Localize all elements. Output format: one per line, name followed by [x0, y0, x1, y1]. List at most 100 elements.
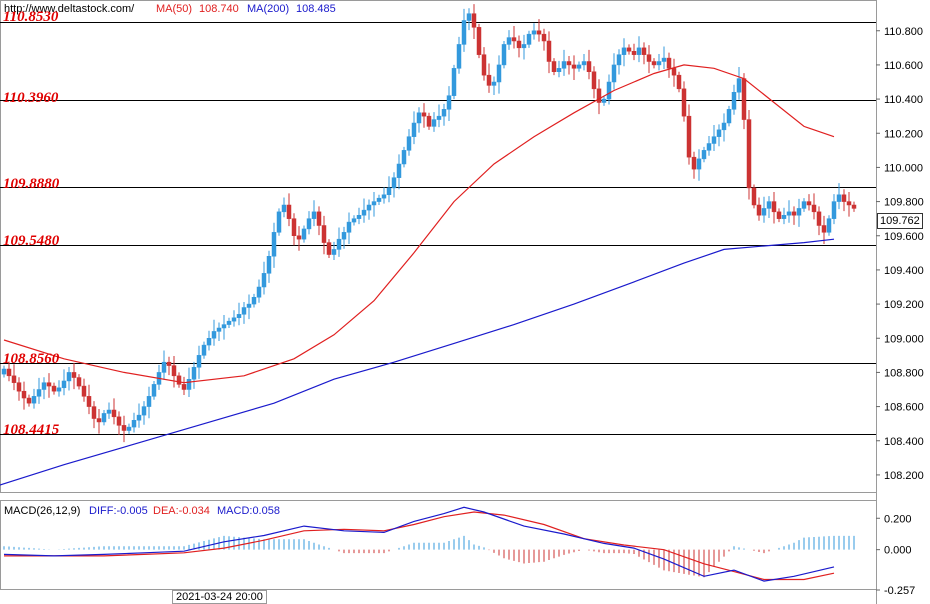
- candle: [571, 55, 577, 80]
- candle-body: [281, 204, 287, 213]
- site-url[interactable]: http://www.deltastock.com/: [4, 3, 135, 15]
- candle-body: [436, 115, 442, 120]
- candle: [66, 366, 72, 391]
- candle-body: [796, 208, 802, 216]
- candle: [791, 206, 797, 225]
- axis-tick-label: 110.600: [884, 60, 923, 72]
- candle-body: [471, 13, 477, 28]
- candle: [116, 411, 122, 435]
- candle-body: [201, 344, 207, 356]
- candle: [631, 43, 637, 61]
- candle-body: [476, 27, 482, 55]
- candle-body: [536, 30, 542, 35]
- candle-body: [421, 112, 427, 117]
- candle: [161, 350, 167, 380]
- candle-body: [651, 61, 657, 66]
- candle: [331, 241, 337, 261]
- axis-tick-label: 109.200: [884, 299, 924, 311]
- candle: [501, 41, 507, 69]
- candle-body: [106, 409, 112, 414]
- candle-body: [381, 194, 387, 199]
- candle: [716, 124, 722, 147]
- candle: [451, 64, 457, 100]
- candle: [836, 183, 842, 210]
- candle-body: [96, 418, 102, 423]
- candle: [781, 207, 787, 225]
- ma200-line: [0, 238, 835, 486]
- macd-title: MACD(26,12,9): [4, 505, 81, 517]
- macd-dea-line: [4, 511, 835, 581]
- candle: [526, 30, 532, 48]
- candle-body: [416, 112, 422, 124]
- candle-body: [851, 204, 857, 209]
- candle-body: [691, 156, 697, 170]
- candle: [96, 408, 102, 434]
- candle-body: [376, 197, 382, 202]
- candle-body: [16, 382, 22, 392]
- candle: [786, 200, 792, 223]
- candle: [386, 176, 392, 203]
- candle: [151, 380, 157, 400]
- candle: [471, 4, 477, 39]
- candle: [461, 8, 467, 52]
- candle: [771, 192, 777, 224]
- candle-body: [451, 68, 457, 96]
- candle: [366, 199, 372, 220]
- axis-tick-label: 108.600: [884, 402, 924, 414]
- candle-body: [241, 307, 247, 315]
- candle-body: [716, 129, 722, 137]
- candle: [341, 226, 347, 249]
- candle: [576, 61, 582, 72]
- candle-body: [56, 387, 62, 392]
- candle-body: [146, 396, 152, 407]
- candle-body: [101, 413, 107, 423]
- candle-body: [181, 384, 187, 390]
- level-label: 108.8560: [3, 351, 60, 367]
- candle-body: [136, 414, 142, 421]
- candle: [846, 192, 852, 217]
- macd-axis-tick-label: 0.000: [884, 545, 912, 557]
- price-axis: 110.800 110.600 110.400 110.200 110.000 109.8…: [876, 26, 924, 482]
- candle: [311, 200, 317, 227]
- candle: [541, 28, 547, 51]
- candle: [756, 197, 762, 221]
- candle-body: [126, 426, 132, 431]
- candle: [61, 369, 67, 396]
- candle: [131, 412, 137, 433]
- candle: [686, 104, 692, 165]
- candles: [1, 4, 857, 443]
- candle-body: [316, 211, 322, 226]
- candle-body: [171, 365, 177, 377]
- candle-body: [831, 201, 837, 219]
- candle-body: [806, 201, 812, 206]
- candle: [281, 197, 287, 218]
- candle: [101, 410, 107, 426]
- candle: [361, 198, 367, 223]
- candle-body: [791, 211, 797, 216]
- candle-body: [756, 204, 762, 216]
- candle: [721, 113, 727, 142]
- candle: [456, 36, 462, 74]
- candle-body: [531, 30, 537, 35]
- candle-body: [811, 204, 817, 213]
- candle-body: [556, 68, 562, 73]
- axis-tick-label: 110.200: [884, 128, 923, 140]
- candle: [561, 49, 567, 76]
- candle-body: [746, 119, 752, 189]
- level-label: 109.5480: [3, 233, 60, 249]
- candle: [266, 250, 272, 283]
- candle: [706, 135, 712, 156]
- candle-body: [271, 232, 277, 257]
- candle: [31, 388, 37, 409]
- axis-tick-label: 110.000: [884, 162, 923, 174]
- candle-body: [561, 61, 567, 69]
- ma50-line: [3, 64, 835, 384]
- candle-body: [406, 136, 412, 151]
- candle: [811, 193, 817, 220]
- candle-body: [706, 143, 712, 151]
- candle-body: [391, 177, 397, 189]
- candle: [421, 103, 427, 128]
- candle-body: [686, 115, 692, 158]
